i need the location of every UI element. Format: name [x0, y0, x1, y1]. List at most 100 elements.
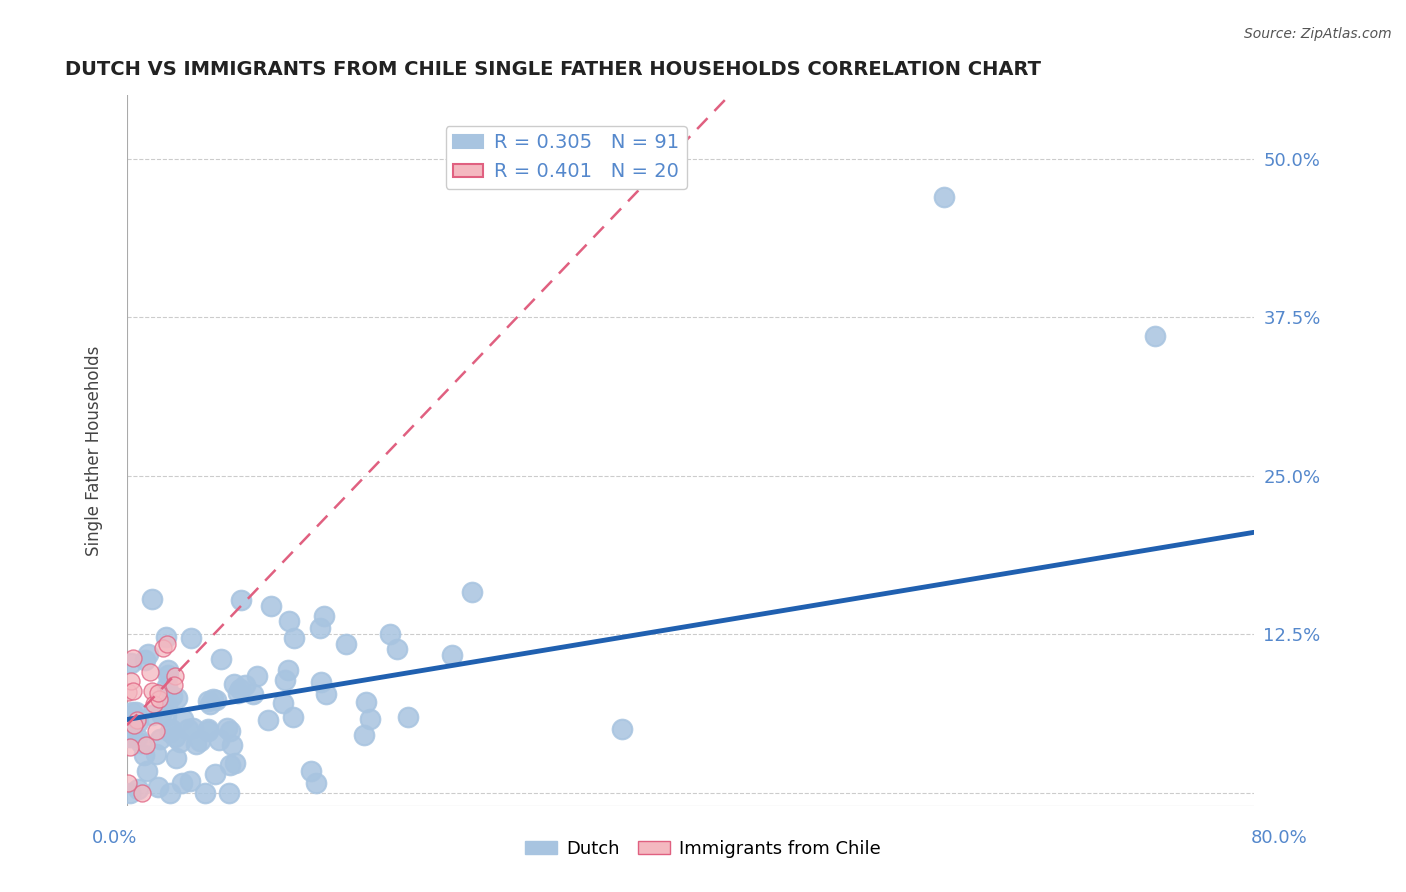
- Point: [134, 653, 156, 667]
- Text: 80.0%: 80.0%: [1251, 830, 1308, 847]
- Point: [117, 775, 139, 789]
- Point: [148, 686, 170, 700]
- Point: [181, 721, 204, 735]
- Point: [312, 609, 335, 624]
- Point: [152, 640, 174, 655]
- Point: [179, 774, 201, 789]
- Point: [148, 692, 170, 706]
- Point: [335, 637, 357, 651]
- Y-axis label: Single Father Households: Single Father Households: [86, 345, 103, 556]
- Point: [219, 757, 242, 772]
- Point: [145, 723, 167, 738]
- Point: [159, 724, 181, 739]
- Point: [131, 786, 153, 800]
- Point: [127, 782, 149, 797]
- Point: [163, 730, 186, 744]
- Point: [308, 621, 330, 635]
- Point: [278, 615, 301, 629]
- Point: [315, 687, 337, 701]
- Point: [156, 679, 179, 693]
- Point: [121, 719, 143, 733]
- Point: [118, 730, 141, 744]
- Point: [121, 730, 143, 744]
- Point: [138, 665, 160, 679]
- Point: [118, 786, 141, 800]
- Point: [378, 627, 401, 641]
- Point: [246, 669, 269, 683]
- Point: [188, 734, 211, 748]
- Legend: R = 0.305   N = 91, R = 0.401   N = 20: R = 0.305 N = 91, R = 0.401 N = 20: [446, 126, 688, 189]
- Text: Source: ZipAtlas.com: Source: ZipAtlas.com: [1244, 27, 1392, 41]
- Point: [197, 723, 219, 738]
- Point: [165, 751, 187, 765]
- Point: [354, 696, 377, 710]
- Point: [197, 694, 219, 708]
- Point: [277, 663, 299, 677]
- Point: [141, 707, 163, 722]
- Point: [224, 756, 246, 770]
- Point: [136, 764, 159, 779]
- Point: [194, 786, 217, 800]
- Point: [396, 710, 419, 724]
- Point: [281, 710, 304, 724]
- Point: [127, 730, 149, 744]
- Legend: Dutch, Immigrants from Chile: Dutch, Immigrants from Chile: [517, 833, 889, 865]
- Point: [172, 712, 194, 726]
- Point: [159, 786, 181, 800]
- Point: [129, 736, 152, 750]
- Point: [180, 631, 202, 645]
- Point: [283, 631, 305, 645]
- Point: [233, 678, 256, 692]
- Point: [197, 722, 219, 736]
- Text: DUTCH VS IMMIGRANTS FROM CHILE SINGLE FATHER HOUSEHOLDS CORRELATION CHART: DUTCH VS IMMIGRANTS FROM CHILE SINGLE FA…: [65, 60, 1040, 78]
- Point: [155, 708, 177, 723]
- Point: [169, 734, 191, 748]
- Point: [166, 691, 188, 706]
- Point: [121, 706, 143, 720]
- Point: [141, 683, 163, 698]
- Point: [121, 673, 143, 688]
- Point: [120, 657, 142, 671]
- Point: [218, 786, 240, 800]
- Point: [142, 698, 165, 712]
- Point: [229, 681, 252, 696]
- Point: [165, 668, 187, 682]
- Point: [134, 748, 156, 763]
- Point: [198, 697, 221, 711]
- Point: [177, 722, 200, 736]
- Point: [204, 767, 226, 781]
- Point: [304, 775, 326, 789]
- Point: [141, 591, 163, 606]
- Point: [155, 631, 177, 645]
- Point: [148, 732, 170, 747]
- Point: [122, 717, 145, 731]
- Point: [441, 648, 464, 662]
- Point: [122, 651, 145, 665]
- Point: [136, 647, 159, 661]
- Text: 0.0%: 0.0%: [91, 830, 136, 847]
- Point: [160, 689, 183, 703]
- Point: [208, 733, 231, 747]
- Point: [359, 712, 381, 726]
- Point: [226, 686, 249, 700]
- Point: [170, 776, 193, 790]
- Point: [353, 728, 375, 742]
- Point: [160, 722, 183, 736]
- Point: [125, 713, 148, 727]
- Point: [271, 696, 294, 710]
- Point: [121, 684, 143, 698]
- Point: [205, 692, 228, 706]
- Point: [202, 691, 225, 706]
- Point: [274, 673, 297, 687]
- Point: [221, 738, 243, 752]
- Point: [242, 687, 264, 701]
- Point: [163, 678, 186, 692]
- Point: [932, 190, 955, 204]
- Point: [309, 674, 332, 689]
- Point: [184, 737, 207, 751]
- Point: [127, 714, 149, 729]
- Point: [1143, 329, 1166, 343]
- Point: [299, 764, 322, 778]
- Point: [610, 722, 633, 736]
- Point: [150, 706, 173, 721]
